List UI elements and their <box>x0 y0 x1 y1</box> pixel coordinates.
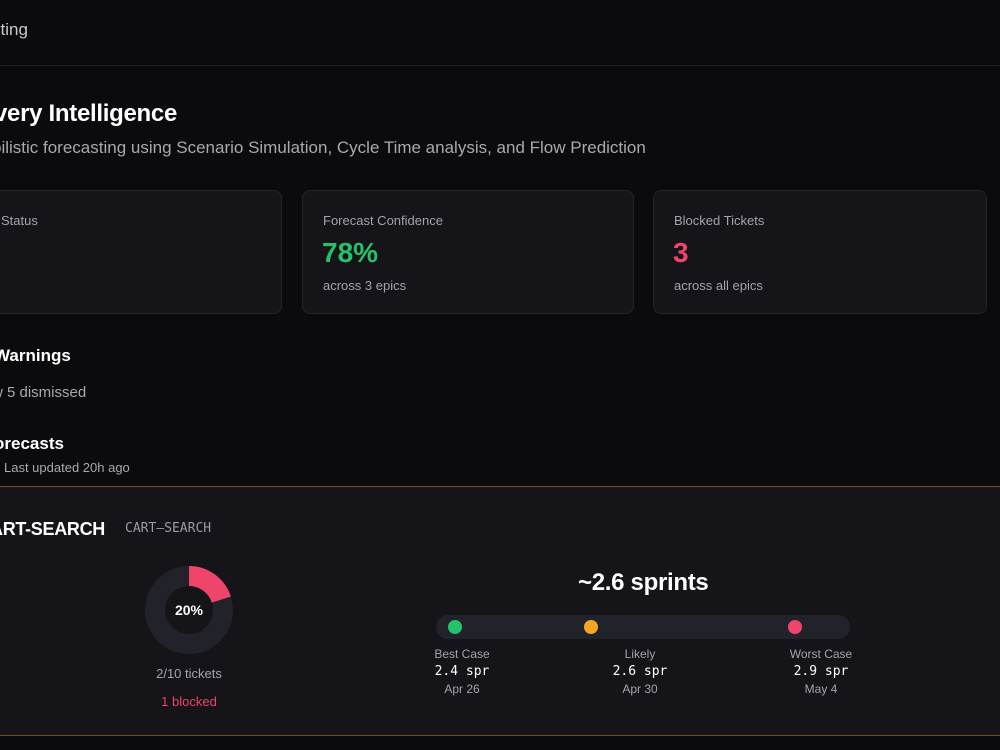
forecast-confidence-value: 78% <box>322 237 379 268</box>
likely-label: Likely <box>624 647 656 661</box>
donut-progress-arc <box>145 566 233 654</box>
likely-value: 2.6 spr <box>612 664 668 679</box>
worst-case-label: Worst Case <box>789 647 853 661</box>
scenario-track <box>436 615 850 639</box>
dismissed-warnings-toggle[interactable]: w 5 dismissed <box>0 384 87 401</box>
likely-marker <box>584 620 598 634</box>
page-subtitle: bilistic forecasting using Scenario Simu… <box>0 138 646 157</box>
best-case-value: 2.4 spr <box>434 664 490 679</box>
status-card-label: Status <box>1 213 38 228</box>
forecasts-heading: orecasts <box>0 434 64 453</box>
likely-date: Apr 30 <box>622 682 658 696</box>
worst-case-value: 2.9 spr <box>793 664 849 679</box>
forecast-confidence-label: Forecast Confidence <box>323 213 443 228</box>
top-bar: sting <box>0 0 1000 66</box>
ticket-count: 2/10 tickets <box>156 666 222 681</box>
breadcrumb[interactable]: sting <box>0 20 28 39</box>
worst-case-scenario: Worst Case 2.9 spr May 4 <box>776 647 866 696</box>
status-card: Status <box>0 190 282 314</box>
warnings-heading: Warnings <box>0 346 71 365</box>
best-case-label: Best Case <box>434 647 490 661</box>
blocked-tickets-note: across all epics <box>674 278 763 293</box>
last-updated-text: Last updated 20h ago <box>4 460 130 475</box>
epic-forecast-panel: ART-SEARCH CART–SEARCH 20% 2/10 tickets … <box>0 486 1000 736</box>
best-case-date: Apr 26 <box>444 682 480 696</box>
epic-key: CART–SEARCH <box>125 521 212 536</box>
likely-scenario: Likely 2.6 spr Apr 30 <box>595 647 685 696</box>
progress-percent: 20% <box>174 602 204 618</box>
epic-name: ART-SEARCH <box>0 519 106 539</box>
blocked-tickets-card: Blocked Tickets 3 across all epics <box>653 190 987 314</box>
page-title: very Intelligence <box>0 100 177 127</box>
sprint-estimate: ~2.6 sprints <box>578 569 709 596</box>
blocked-tickets-value: 3 <box>673 237 689 268</box>
best-case-scenario: Best Case 2.4 spr Apr 26 <box>417 647 507 696</box>
blocked-count: 1 blocked <box>161 694 217 709</box>
worst-case-marker <box>788 620 802 634</box>
forecast-confidence-note: across 3 epics <box>323 278 407 293</box>
progress-donut: 20% <box>144 565 234 655</box>
forecast-confidence-card: Forecast Confidence 78% across 3 epics <box>302 190 634 314</box>
worst-case-date: May 4 <box>804 682 838 696</box>
blocked-tickets-label: Blocked Tickets <box>674 213 765 228</box>
best-case-marker <box>448 620 462 634</box>
